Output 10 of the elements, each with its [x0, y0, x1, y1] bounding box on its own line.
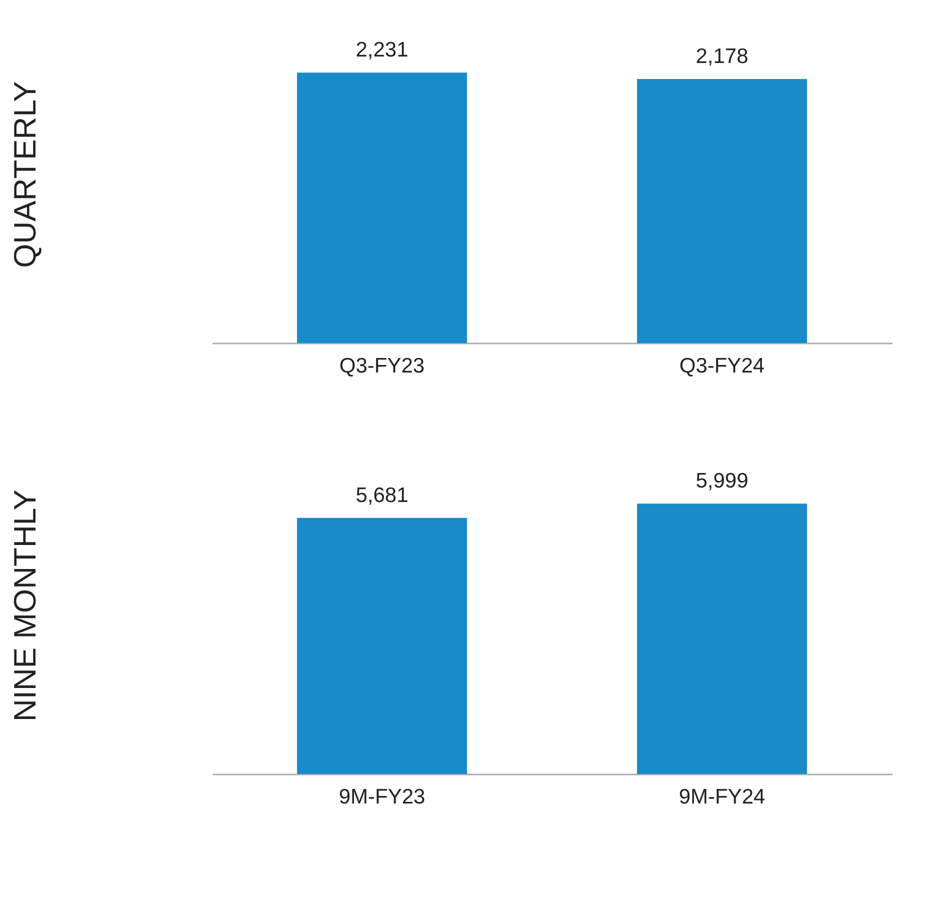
data-label: 2,178	[696, 45, 748, 68]
x-tick-label: 9M-FY23	[338, 786, 426, 808]
data-label: 5,681	[356, 484, 408, 507]
x-tick-label: Q3-FY23	[339, 354, 425, 378]
data-label: 5,999	[696, 470, 748, 493]
x-tick-label: Q3-FY24	[679, 354, 765, 378]
y-axis-title: NINE MONTHLY	[8, 490, 42, 722]
data-label: 2,231	[356, 38, 408, 62]
y-axis-title: QUARTERLY	[8, 81, 42, 268]
x-tick-label: 9M-FY24	[678, 786, 766, 808]
